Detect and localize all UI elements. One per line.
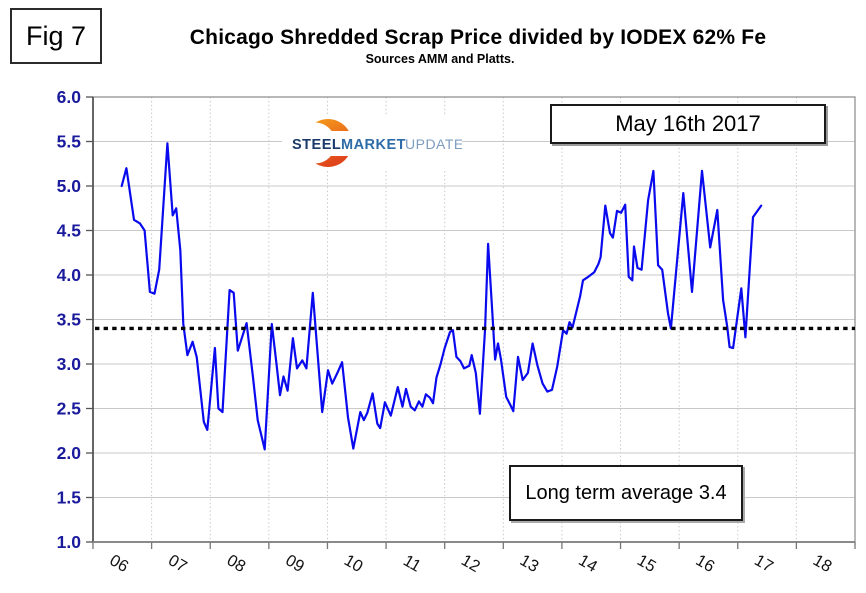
logo-word-steel: STEEL <box>292 137 341 153</box>
y-axis-label: 5.0 <box>57 176 82 196</box>
x-axis-label: 11 <box>400 552 424 576</box>
x-axis-label: 17 <box>751 551 776 576</box>
x-axis-label: 14 <box>575 551 600 576</box>
x-axis-label: 10 <box>341 551 366 576</box>
x-axis-label: 13 <box>517 551 542 576</box>
chart-title: Chicago Shredded Scrap Price divided by … <box>189 26 767 49</box>
y-axis-label: 4.0 <box>57 265 82 285</box>
x-axis-label: 15 <box>634 551 659 576</box>
logo-word-update: UPDATE <box>405 136 462 152</box>
y-axis-label: 1.5 <box>57 488 82 508</box>
y-axis-label: 6.0 <box>57 87 82 107</box>
y-axis-label: 5.5 <box>57 132 82 152</box>
x-axis-label: 12 <box>458 551 483 576</box>
x-axis-label: 09 <box>282 551 307 576</box>
logo-graphic: STEEL MARKET UPDATE <box>282 119 463 167</box>
y-axis-label: 2.0 <box>57 443 82 463</box>
chart-subtitle: Sources AMM and Platts. <box>365 52 515 66</box>
y-axis-label: 4.5 <box>57 221 82 241</box>
steel-market-update-logo: STEEL MARKET UPDATE <box>282 116 463 170</box>
x-axis-label: 06 <box>106 551 131 576</box>
y-axis-label: 3.5 <box>57 310 82 330</box>
x-axis-label: 07 <box>165 551 190 576</box>
long-term-average-label: Long term average 3.4 <box>525 481 727 504</box>
x-axis-label: 08 <box>224 551 249 576</box>
figure-label: Fig 7 <box>25 20 87 51</box>
data-series-line <box>120 142 763 451</box>
logo-word-market: MARKET <box>341 137 406 153</box>
x-axis-label: 16 <box>693 551 718 576</box>
long-term-average-box: Long term average 3.4 <box>509 465 743 521</box>
as-of-date-box: May 16th 2017 <box>550 104 826 144</box>
figure-label-box: Fig 7 <box>10 8 102 64</box>
x-axis-label: 18 <box>810 551 835 576</box>
y-axis-label: 3.0 <box>57 354 82 374</box>
as-of-date: May 16th 2017 <box>615 111 761 136</box>
y-axis-label: 1.0 <box>57 532 82 552</box>
y-axis-label: 2.5 <box>57 399 82 419</box>
